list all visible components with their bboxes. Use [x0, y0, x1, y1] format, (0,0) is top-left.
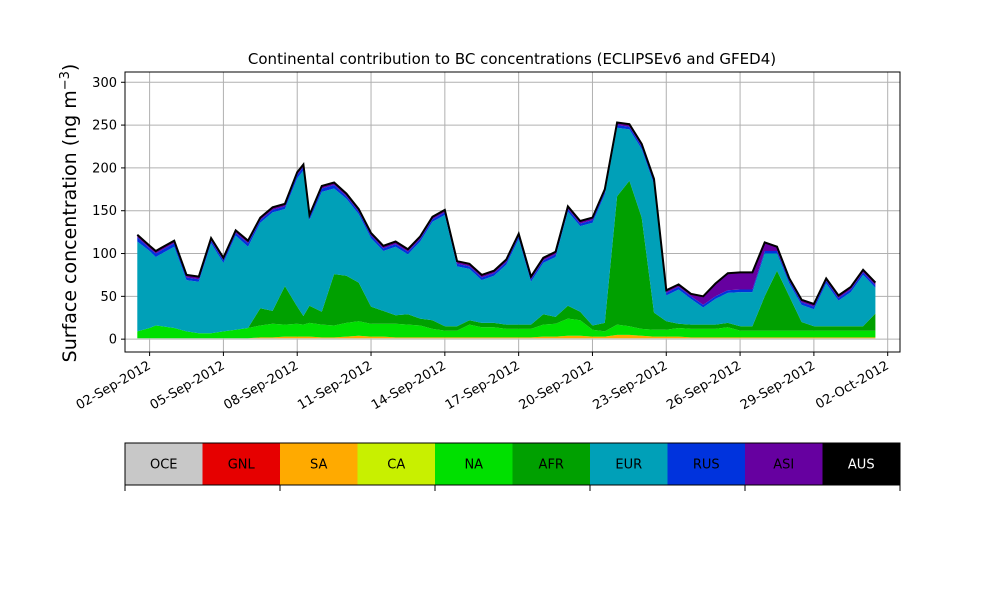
- colorbar-cell-rus: [667, 443, 745, 485]
- colorbar-cell-ca: [357, 443, 435, 485]
- x-tick-label: 23-Sep-2012: [590, 358, 670, 413]
- x-tick-label: 08-Sep-2012: [221, 358, 301, 413]
- x-tick-label: 20-Sep-2012: [517, 358, 597, 413]
- colorbar-frame: [124, 442, 901, 486]
- colorbar-label: CA: [387, 458, 405, 473]
- x-tick-label: 02-Oct-2012: [813, 358, 891, 412]
- x-tick-label: 02-Sep-2012: [74, 358, 154, 413]
- y-tick-label: 100: [92, 247, 117, 262]
- y-tick-label: 50: [100, 290, 117, 305]
- chart-title: Continental contribution to BC concentra…: [248, 50, 776, 68]
- colorbar-cell-sa: [280, 443, 358, 485]
- colorbar-cell-na: [435, 443, 513, 485]
- colorbar-label: RUS: [693, 458, 720, 473]
- colorbar-cell-asi: [745, 443, 823, 485]
- plot-frame: [124, 71, 901, 353]
- x-tick-label: 17-Sep-2012: [443, 358, 523, 413]
- x-tick-label: 05-Sep-2012: [148, 358, 228, 413]
- area-sa: [137, 334, 876, 339]
- colorbar-cell-aus: [822, 443, 900, 485]
- region-colorbar: OCE GNL SA CA NA AFR EUR RUS ASI AUS: [124, 442, 901, 491]
- x-tick-label: 29-Sep-2012: [738, 358, 818, 413]
- y-tick-label: 250: [92, 119, 117, 134]
- area-oce: [137, 338, 876, 340]
- y-tick-label: 200: [92, 161, 117, 176]
- colorbar-label: NA: [464, 458, 483, 473]
- colorbar-cell-gnl: [202, 443, 280, 485]
- colorbar-label: EUR: [615, 458, 642, 473]
- x-tick-label: 26-Sep-2012: [664, 358, 744, 413]
- y-tick-label: 300: [92, 76, 117, 91]
- colorbar-label: GNL: [228, 458, 256, 473]
- colorbar-cell-oce: [125, 443, 203, 485]
- plot-area: 0 50 100 150 200 250 300 02-Sep-201205-Sep-2012…: [74, 71, 901, 413]
- y-axis-label: Surface concentration (ng m−3): [58, 64, 81, 363]
- y-tick-label: 0: [109, 333, 117, 348]
- y-tick-label: 150: [92, 204, 117, 219]
- x-tick-label: 11-Sep-2012: [295, 358, 375, 413]
- total-outline: [136, 121, 877, 306]
- colorbar-label: SA: [310, 458, 327, 473]
- colorbar-label: AFR: [539, 458, 564, 473]
- colorbar-label: ASI: [773, 458, 794, 473]
- x-tick-label: 14-Sep-2012: [369, 358, 449, 413]
- colorbar-cell-eur: [590, 443, 668, 485]
- colorbar-cell-afr: [512, 443, 590, 485]
- area-na: [137, 318, 876, 339]
- colorbar-label: AUS: [848, 458, 875, 473]
- colorbar-label: OCE: [150, 458, 178, 473]
- area-eur: [137, 127, 876, 334]
